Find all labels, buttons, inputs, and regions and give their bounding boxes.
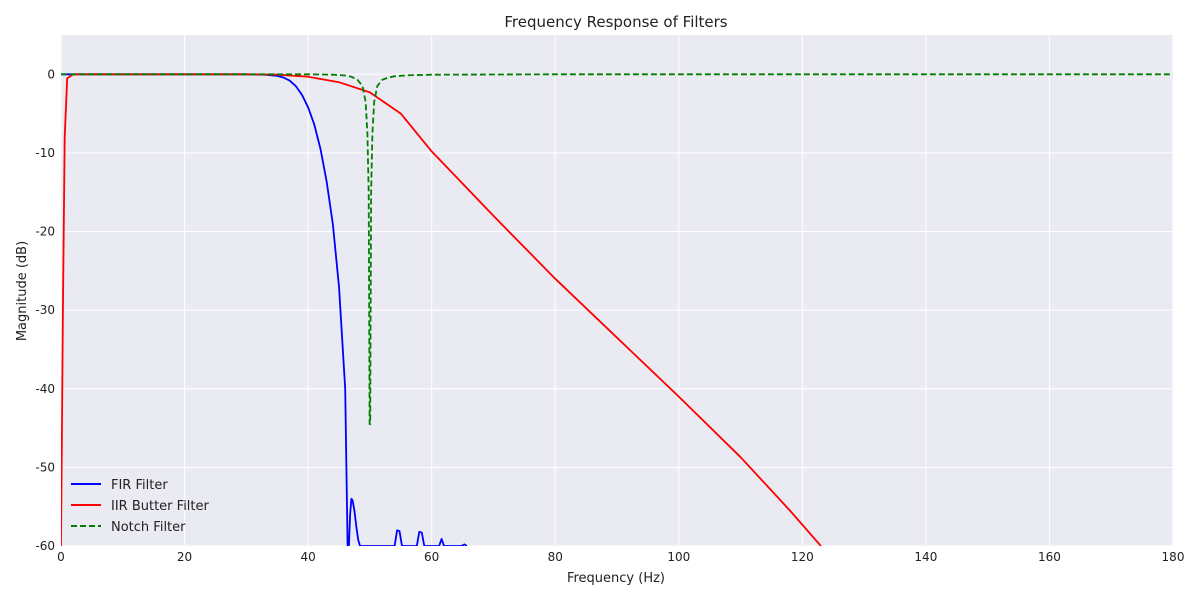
plot-area-background	[61, 35, 1173, 546]
legend-label-iir: IIR Butter Filter	[111, 499, 210, 514]
series-line-notch	[61, 73, 1173, 425]
chart-title: Frequency Response of Filters	[504, 13, 727, 31]
x-tick-label: 0	[57, 550, 65, 564]
x-tick-label: 20	[177, 550, 192, 564]
x-tick-label: 100	[667, 550, 690, 564]
x-tick-label: 160	[1038, 550, 1061, 564]
legend-label-fir: FIR Filter	[111, 478, 168, 493]
y-tick-label: 0	[47, 67, 55, 81]
x-tick-label: 40	[300, 550, 315, 564]
y-tick-label: -20	[35, 225, 55, 239]
x-tick-label: 180	[1162, 550, 1185, 564]
axis-ticks: 0 20 40 60 80 100 120 140 160 180 0 -10 -20 -30 -40 -50…	[35, 67, 1184, 564]
y-tick-label: -40	[35, 382, 55, 396]
x-tick-label: 80	[548, 550, 563, 564]
series-line-iir	[61, 73, 822, 546]
series-lines	[61, 73, 1173, 546]
series-line-fir	[61, 73, 468, 546]
x-tick-label: 120	[791, 550, 814, 564]
legend-label-notch: Notch Filter	[111, 520, 186, 535]
y-tick-label: -60	[35, 539, 55, 553]
y-tick-label: -30	[35, 303, 55, 317]
x-tick-label: 140	[914, 550, 937, 564]
legend: FIR Filter IIR Butter Filter Notch Filte…	[71, 478, 210, 535]
legend-item-notch: Notch Filter	[71, 520, 186, 535]
x-tick-label: 60	[424, 550, 439, 564]
y-tick-label: -10	[35, 146, 55, 160]
legend-item-iir: IIR Butter Filter	[71, 499, 210, 514]
x-axis-label: Frequency (Hz)	[567, 571, 665, 586]
y-axis-label: Magnitude (dB)	[15, 241, 30, 341]
y-tick-label: -50	[35, 460, 55, 474]
legend-item-fir: FIR Filter	[71, 478, 168, 493]
